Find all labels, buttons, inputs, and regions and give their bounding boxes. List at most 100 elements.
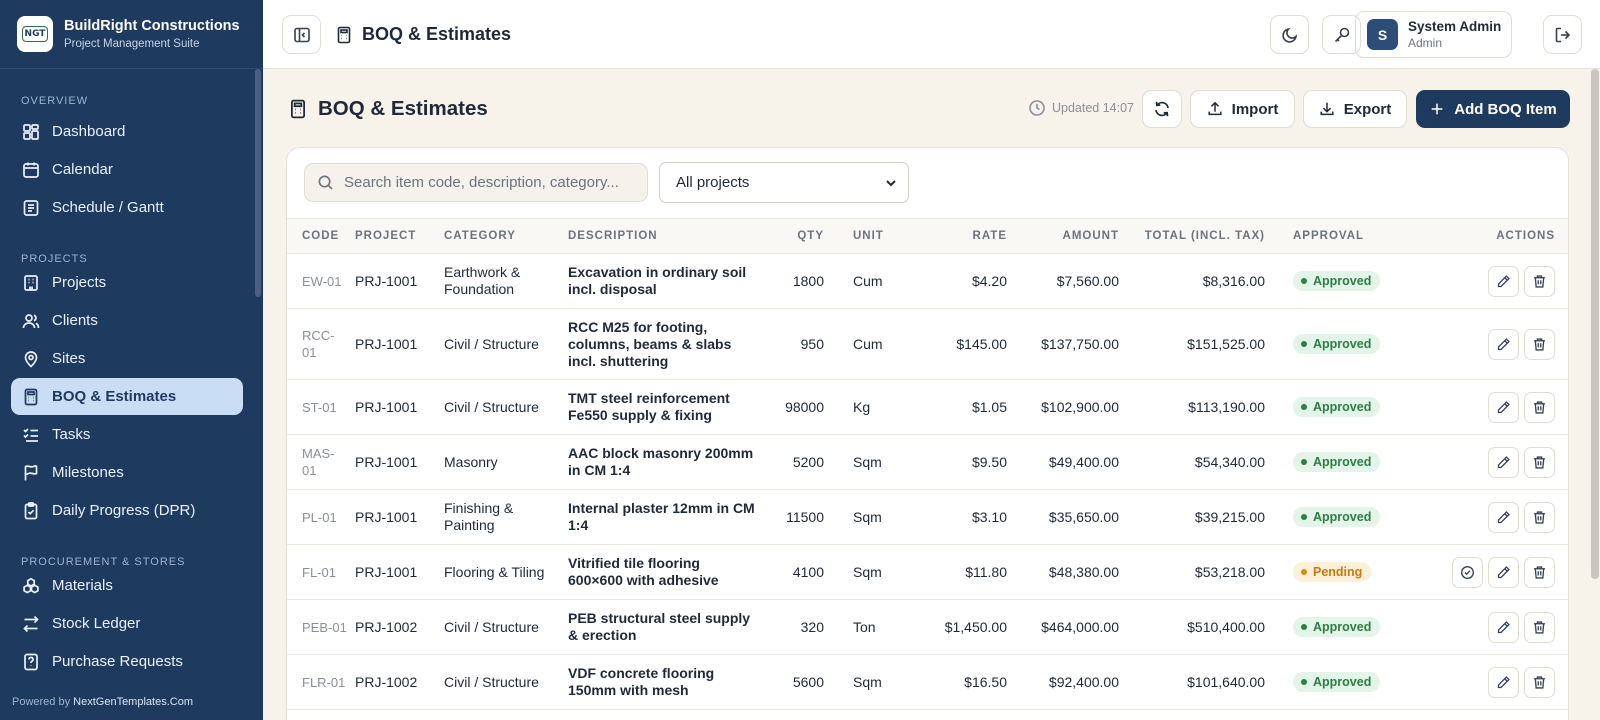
user-menu[interactable]: S System Admin Admin [1355, 11, 1512, 58]
sidebar-item-dpr[interactable]: Daily Progress (DPR) [11, 492, 243, 529]
brand[interactable]: NGT BuildRight Constructions Project Man… [0, 0, 263, 69]
logout-button[interactable] [1543, 15, 1582, 54]
delete-button[interactable] [1524, 611, 1555, 643]
approve-button[interactable] [1452, 556, 1483, 588]
delete-button[interactable] [1524, 328, 1555, 360]
project-filter-select[interactable]: All projects [659, 162, 909, 203]
cell-total: $8,316.00 [1202, 272, 1265, 289]
row-actions [1387, 666, 1568, 698]
cell-project: PRJ-1002 [355, 618, 418, 635]
cell-amount: $48,380.00 [1048, 563, 1119, 580]
delete-button[interactable] [1524, 501, 1555, 533]
edit-button[interactable] [1488, 265, 1519, 297]
edit-button[interactable] [1488, 611, 1519, 643]
delete-button[interactable] [1524, 666, 1555, 698]
sidebar-item-clients[interactable]: Clients [11, 302, 243, 339]
cell-actions [1387, 254, 1568, 309]
updated-timestamp: Updated 14:07 [1028, 99, 1134, 117]
cell-code: FL-01 [302, 564, 336, 580]
topbar-title-text: BOQ & Estimates [362, 24, 512, 44]
edit-button[interactable] [1488, 501, 1519, 533]
refresh-button[interactable] [1142, 90, 1182, 128]
trash-icon [1534, 675, 1545, 689]
edit-button[interactable] [1488, 666, 1519, 698]
edit-button[interactable] [1488, 391, 1519, 423]
cell-total: $151,525.00 [1187, 335, 1265, 352]
sidebar-item-sites[interactable]: Sites [11, 340, 243, 377]
sidebar-item-dashboard[interactable]: Dashboard [11, 113, 243, 150]
status-badge: Approved [1293, 617, 1381, 637]
column-header-approval[interactable]: APPROVAL [1293, 230, 1365, 242]
trash-icon [1534, 274, 1545, 288]
status-badge: Approved [1293, 507, 1381, 527]
edit-button[interactable] [1488, 556, 1519, 588]
building-icon [22, 274, 40, 292]
search-box[interactable] [304, 163, 648, 202]
sidebar-item-label: Clients [52, 312, 98, 329]
key-icon [1334, 27, 1349, 42]
row-actions [1387, 556, 1568, 588]
column-header-rate[interactable]: RATE [972, 230, 1007, 242]
export-button[interactable]: Export [1303, 90, 1407, 128]
pencil-icon [1497, 620, 1510, 633]
status-badge: Approved [1293, 334, 1381, 354]
import-button[interactable]: Import [1190, 90, 1295, 128]
clipboard-icon [22, 501, 40, 520]
column-header-category[interactable]: CATEGORY [444, 230, 516, 242]
delete-button[interactable] [1524, 446, 1555, 478]
user-role: Admin [1408, 36, 1443, 50]
search-input[interactable] [344, 174, 634, 191]
sidebar-item-label: Sites [52, 350, 86, 367]
edit-button[interactable] [1488, 328, 1519, 360]
column-header-total[interactable]: TOTAL (INCL. TAX) [1144, 230, 1265, 242]
status-dot [1301, 514, 1307, 520]
sidebar-scrollbar[interactable] [255, 69, 261, 297]
cell-category: Finishing & Painting [444, 500, 514, 533]
page-title-text: BOQ & Estimates [318, 97, 488, 120]
sidebar-item-label: Dashboard [52, 123, 126, 140]
sidebar-item-stock-ledger[interactable]: Stock Ledger [11, 605, 243, 642]
column-header-amount[interactable]: AMOUNT [1062, 230, 1119, 242]
sidebar-item-boq[interactable]: BOQ & Estimates [11, 378, 243, 415]
delete-button[interactable] [1524, 556, 1555, 588]
cell-approval: Approved [1265, 600, 1387, 655]
add-boq-item-button[interactable]: Add BOQ Item [1416, 90, 1570, 128]
column-header-qty[interactable]: QTY [797, 230, 824, 242]
sidebar-item-materials[interactable]: Materials [11, 567, 243, 604]
delete-button[interactable] [1524, 265, 1555, 297]
sidebar-item-milestones[interactable]: Milestones [11, 454, 243, 491]
calendar-icon [22, 161, 40, 179]
column-header-unit[interactable]: UNIT [853, 230, 884, 242]
updated-text: Updated 14:07 [1052, 101, 1135, 115]
boq-card: All projects CODE PROJECT CATEGORY DESCR… [286, 147, 1569, 720]
sidebar-item-calendar[interactable]: Calendar [11, 151, 243, 188]
cell-unit: Cum [853, 272, 883, 289]
column-header-project[interactable]: PROJECT [355, 230, 417, 242]
cell-code: EW-01 [302, 273, 342, 289]
sidebar-toggle-button[interactable] [282, 15, 321, 54]
cell-category: Flooring & Tiling [444, 563, 545, 580]
cell-code: PL-01 [302, 509, 337, 525]
status-text: Approved [1313, 619, 1372, 634]
edit-button[interactable] [1488, 446, 1519, 478]
cell-unit: Ton [853, 618, 876, 635]
column-header-code[interactable]: CODE [302, 230, 340, 242]
theme-toggle-button[interactable] [1270, 15, 1309, 54]
sidebar-item-purchase-requests[interactable]: Purchase Requests [11, 643, 243, 680]
sidebar-item-tasks[interactable]: Tasks [11, 416, 243, 453]
status-text: Approved [1313, 509, 1372, 524]
key-button[interactable] [1322, 15, 1361, 54]
add-boq-item-label: Add BOQ Item [1454, 100, 1557, 118]
sidebar-item-schedule[interactable]: Schedule / Gantt [11, 189, 243, 226]
row-actions [1387, 611, 1568, 643]
user-name: System Admin [1408, 19, 1502, 34]
sidebar-item-projects[interactable]: Projects [11, 264, 243, 301]
cell-code: FLR-01 [302, 674, 346, 690]
powered-by-link[interactable]: NextGenTemplates.Com [73, 696, 193, 708]
cell-rate: $4.20 [971, 272, 1007, 289]
page-scrollbar[interactable] [1591, 69, 1599, 579]
delete-button[interactable] [1524, 391, 1555, 423]
sidebar-item-label: Calendar [52, 161, 113, 178]
column-header-description[interactable]: DESCRIPTION [568, 230, 658, 242]
cell-actions [1387, 600, 1568, 655]
